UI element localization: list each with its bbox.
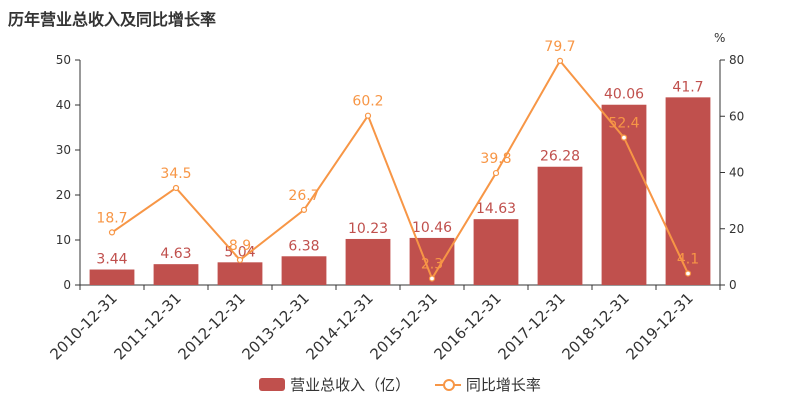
x-tick-label: 2010-12-31 [46,289,120,363]
revenue-bar [153,264,199,285]
y-left-tick-label: 40 [56,98,71,112]
y-right-tick-label: 20 [729,222,744,236]
legend-growth-label: 同比增长率 [465,376,541,394]
growth-point-label: 60.2 [352,94,383,110]
y-left-tick-label: 20 [56,188,71,202]
revenue-bar-label: 40.06 [604,87,644,103]
y-right-tick-label: 80 [729,53,744,67]
legend-bar-swatch [259,378,286,391]
revenue-bar [665,97,711,285]
revenue-bar-label: 3.44 [96,252,127,268]
legend-item-revenue[interactable]: 营业总收入（亿） [259,374,410,395]
revenue-bar [89,269,135,285]
revenue-bar [281,256,327,285]
growth-point [684,270,692,277]
growth-point [492,169,500,177]
chart-title: 历年营业总收入及同比增长率 [8,10,217,29]
growth-point-label: 8.9 [229,238,251,254]
revenue-bar-label: 26.28 [540,149,580,165]
revenue-bar [345,238,391,285]
x-tick-label: 2015-12-31 [366,289,440,363]
y-left-tick-label: 0 [63,278,71,292]
growth-point [300,206,308,214]
growth-point-label: 2.3 [421,257,443,273]
y-right-tick-label: 60 [729,109,744,123]
growth-point-label: 18.7 [96,210,127,226]
revenue-bar-label: 10.23 [348,221,388,237]
growth-point [620,134,628,141]
x-tick-label: 2019-12-31 [622,289,696,363]
revenue-bar [601,104,647,285]
revenue-bar [217,262,263,285]
growth-line [111,59,689,281]
y-right-unit: % [714,31,725,45]
chart-legend: 营业总收入（亿） 同比增长率 [0,374,800,395]
x-tick-label: 2012-12-31 [174,289,248,363]
growth-point-label: 34.5 [160,166,191,182]
revenue-bar-label: 5.04 [224,244,255,260]
growth-point-label: 52.4 [608,116,639,132]
growth-point [364,112,372,119]
revenue-bar-label: 41.7 [672,79,703,95]
growth-point [236,256,244,264]
x-tick-label: 2016-12-31 [430,289,504,363]
growth-point-label: 79.7 [544,39,575,55]
y-left-tick-label: 10 [56,233,71,247]
y-right-tick-label: 40 [729,166,744,180]
growth-point [108,229,116,236]
legend-item-growth[interactable]: 同比增长率 [434,374,541,395]
growth-point-label: 26.7 [288,188,319,204]
growth-point [556,57,564,64]
y-left-tick-label: 30 [56,143,71,157]
revenue-bar-label: 10.46 [412,220,452,236]
legend-revenue-label: 营业总收入（亿） [290,376,411,394]
x-tick-label: 2017-12-31 [494,289,568,363]
growth-point-label: 39.8 [480,151,511,167]
y-right-tick-label: 0 [729,278,737,292]
x-tick-label: 2011-12-31 [110,289,184,363]
legend-line-swatch [434,378,461,391]
revenue-bar [473,219,519,285]
growth-point [428,275,436,282]
revenue-bar-label: 6.38 [288,238,319,254]
growth-point-label: 4.1 [677,251,699,267]
y-left-tick-label: 50 [56,53,71,67]
growth-point [172,184,180,192]
x-tick-label: 2013-12-31 [238,289,312,363]
revenue-bar-label: 14.63 [476,201,516,217]
revenue-bar [537,166,583,285]
x-tick-label: 2018-12-31 [558,289,632,363]
revenue-bar-label: 4.63 [160,246,191,262]
x-tick-label: 2014-12-31 [302,289,376,363]
